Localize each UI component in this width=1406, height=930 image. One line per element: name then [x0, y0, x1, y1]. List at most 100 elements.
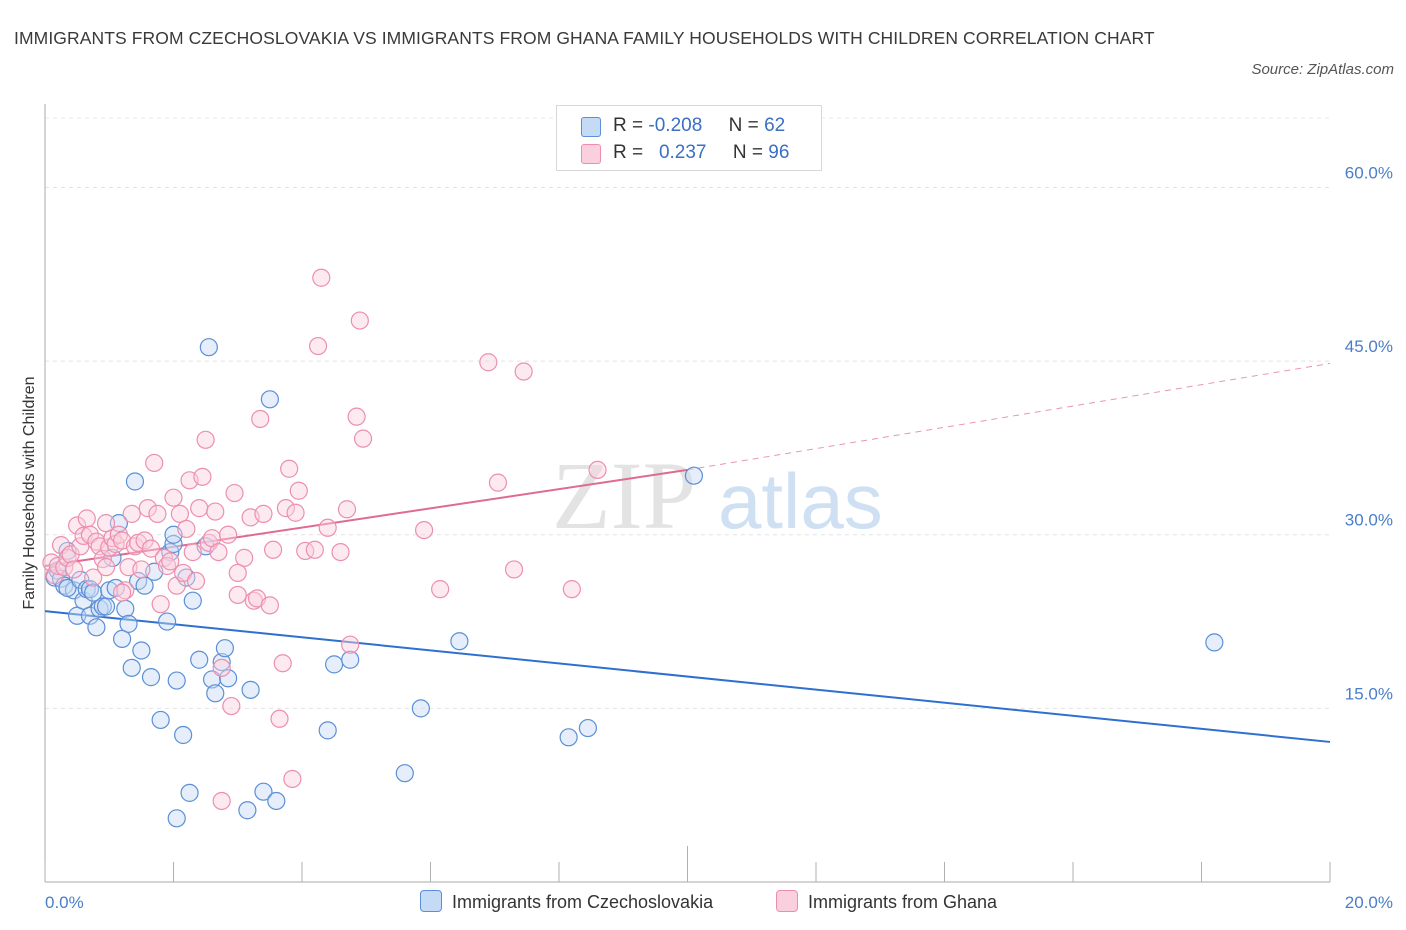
legend-swatch-blue [581, 117, 601, 137]
trend-line-ghana [44, 468, 688, 567]
point-ghana [170, 504, 190, 523]
point-czechoslovakia [141, 668, 161, 687]
bottom-legend-swatch-pink [776, 890, 798, 912]
point-ghana [141, 539, 161, 558]
point-czechoslovakia [132, 641, 151, 660]
point-czechoslovakia [411, 699, 430, 718]
point-czechoslovakia [125, 472, 145, 491]
point-czechoslovakia [68, 606, 87, 625]
point-czechoslovakia [84, 583, 103, 602]
point-czechoslovakia [199, 338, 218, 357]
bottom-legend-swatch-blue [420, 890, 442, 912]
point-ghana [318, 518, 337, 537]
legend-swatch-pink [581, 144, 601, 164]
bottom-legend-ghana: Immigrants from Ghana [776, 890, 997, 913]
point-ghana [196, 430, 215, 449]
point-ghana [212, 791, 231, 811]
y-tick-label: 45.0% [1345, 337, 1393, 356]
point-ghana [116, 581, 135, 600]
bottom-legend-czechoslovakia: Immigrants from Czechoslovakia [420, 890, 713, 913]
axes [44, 104, 1331, 883]
point-czechoslovakia [167, 671, 186, 690]
point-ghana [96, 514, 116, 533]
point-czechoslovakia [254, 782, 273, 801]
point-ghana [148, 504, 167, 523]
x-tick-label-max: 20.0% [1345, 893, 1393, 912]
point-ghana [235, 548, 254, 567]
point-ghana [125, 537, 145, 556]
point-ghana [164, 488, 183, 507]
point-ghana [177, 519, 196, 539]
point-ghana [96, 558, 116, 577]
point-ghana [84, 568, 103, 587]
legend-n-label: N = [732, 142, 764, 163]
bottom-legend-label: Immigrants from Czechoslovakia [452, 892, 714, 912]
point-ghana [122, 504, 141, 523]
point-ghana [132, 560, 151, 579]
point-ghana [222, 696, 241, 716]
point-ghana [254, 504, 273, 523]
point-ghana [312, 268, 331, 287]
point-ghana [193, 467, 212, 486]
point-ghana [251, 409, 270, 429]
point-czechoslovakia [1205, 633, 1224, 652]
point-czechoslovakia [87, 618, 106, 637]
point-czechoslovakia [260, 390, 279, 409]
point-czechoslovakia [183, 591, 202, 610]
tick-labels: 15.0% 30.0% 45.0% 60.0% 0.0% 20.0% [45, 163, 1393, 912]
point-czechoslovakia [559, 728, 578, 747]
point-ghana [138, 499, 157, 518]
point-ghana [161, 552, 180, 571]
point-czechoslovakia [395, 764, 414, 783]
data-points [42, 268, 1224, 828]
point-ghana [219, 525, 238, 544]
point-ghana [209, 542, 228, 562]
point-ghana [64, 560, 84, 579]
point-czechoslovakia [684, 466, 704, 485]
watermark-atlas: atlas [718, 457, 883, 545]
point-ghana [431, 580, 450, 599]
y-tick-label: 15.0% [1345, 684, 1393, 703]
point-ghana [109, 525, 128, 544]
point-ghana [286, 503, 305, 522]
point-czechoslovakia [151, 710, 170, 730]
point-ghana [289, 481, 308, 500]
point-czechoslovakia [212, 652, 231, 672]
trend-line-ghana-extension [687, 362, 1331, 471]
point-ghana [190, 499, 209, 518]
point-ghana [341, 635, 360, 654]
point-ghana [276, 499, 296, 518]
point-czechoslovakia [206, 684, 225, 703]
watermark-zip: ZIP [552, 442, 696, 549]
point-czechoslovakia [215, 639, 234, 658]
point-ghana [68, 516, 87, 535]
point-ghana [283, 769, 302, 789]
point-czechoslovakia [219, 669, 238, 688]
point-czechoslovakia [80, 606, 100, 625]
correlation-legend: R = -0.208 N = 62 R = 0.237 N = 96 [556, 105, 822, 171]
legend-n-value: 96 [768, 142, 790, 163]
point-ghana [273, 654, 292, 673]
point-czechoslovakia [241, 680, 260, 699]
point-ghana [331, 542, 350, 562]
point-ghana [225, 483, 244, 503]
legend-r-label: R = [613, 142, 644, 163]
point-ghana [206, 502, 225, 521]
point-ghana [350, 311, 369, 330]
point-ghana [183, 542, 202, 562]
legend-r-label: R = [613, 115, 644, 136]
point-czechoslovakia [157, 612, 177, 631]
bottom-legend-label: Immigrants from Ghana [808, 892, 998, 912]
point-czechoslovakia [318, 721, 337, 740]
point-ghana [145, 453, 164, 473]
point-ghana [260, 596, 279, 615]
point-ghana [77, 509, 96, 528]
point-ghana [174, 563, 193, 583]
point-ghana [347, 407, 366, 426]
point-ghana [337, 500, 357, 519]
point-czechoslovakia [119, 614, 138, 633]
point-ghana [186, 571, 206, 591]
source-label: Source: ZipAtlas.com [1251, 61, 1394, 78]
point-ghana [263, 540, 283, 559]
